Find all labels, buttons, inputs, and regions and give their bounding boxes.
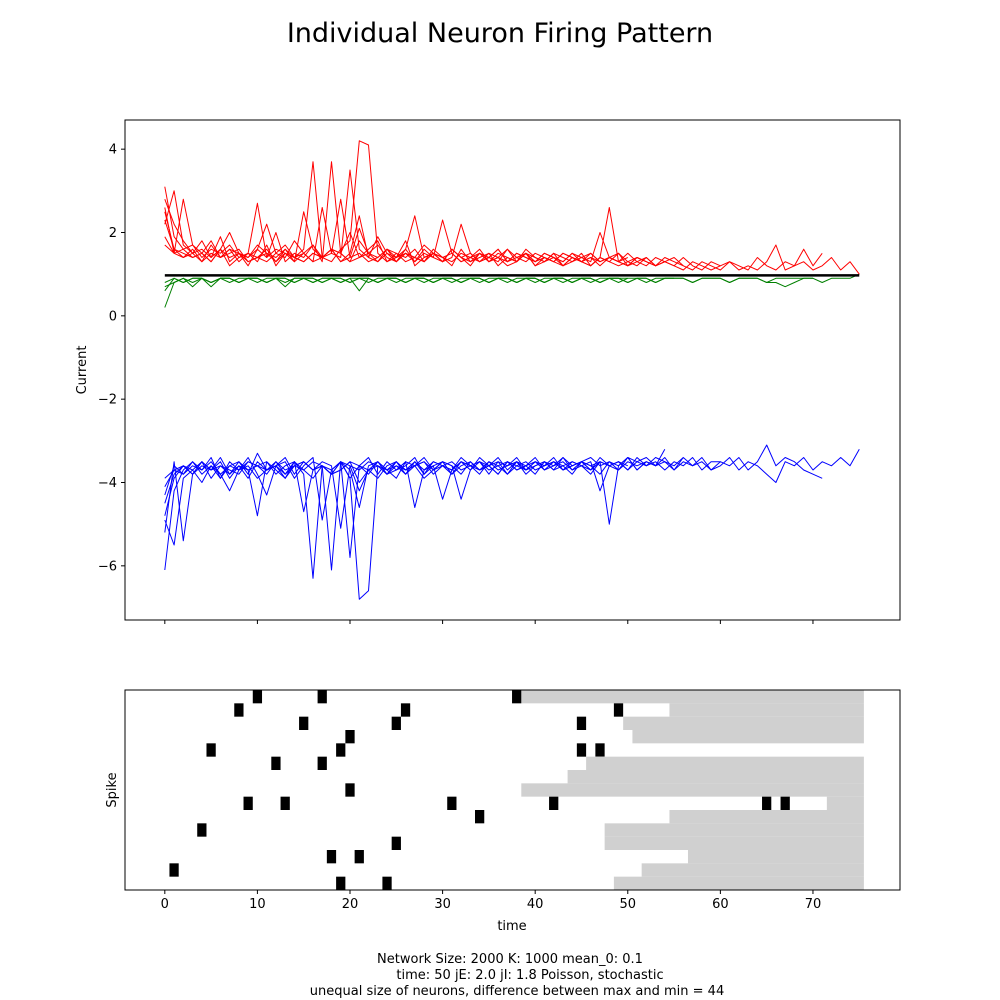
figure-title: Individual Neuron Firing Pattern <box>287 18 713 49</box>
spike-mark <box>549 796 559 810</box>
inhibitory-current-line <box>164 461 601 479</box>
spike-mark <box>576 716 587 730</box>
current-y-axis-label: Current <box>75 346 90 395</box>
spike-mark <box>391 836 401 850</box>
current-x-ticks <box>164 620 814 624</box>
spike-mark <box>345 730 355 744</box>
caption-line-3: unequal size of neurons, difference betw… <box>310 984 724 999</box>
inactive-region <box>613 876 864 890</box>
y-tick-label: 2 <box>109 226 117 241</box>
excitatory-current-line <box>164 244 601 263</box>
spike-mark <box>613 703 624 717</box>
inactive-region <box>632 730 864 744</box>
current-axes-frame <box>124 119 901 621</box>
spike-y-axis-label: Spike <box>105 772 120 807</box>
spike-axes-frame <box>124 689 901 891</box>
inactive-region <box>641 863 864 877</box>
caption-line-1: Network Size: 2000 K: 1000 mean_0: 0.1 <box>377 952 643 967</box>
spike-mark <box>762 796 772 810</box>
spike-mark <box>326 850 337 864</box>
spike-mark <box>252 690 263 704</box>
spike-mark <box>595 743 605 757</box>
spike-mark <box>243 796 253 810</box>
spike-mark <box>317 690 327 704</box>
inactive-region <box>623 716 864 730</box>
spike-mark <box>271 756 281 770</box>
x-tick-label: 40 <box>527 897 544 912</box>
inactive-region <box>669 703 864 717</box>
spike-mark <box>475 810 485 824</box>
x-tick-label: 0 <box>161 897 169 912</box>
x-tick-label: 20 <box>342 897 359 912</box>
spike-mark <box>336 876 346 890</box>
y-tick-label: 4 <box>109 143 117 158</box>
inactive-region <box>604 836 864 850</box>
spike-x-axis-label: time <box>497 919 526 934</box>
spike-mark <box>576 743 587 757</box>
inactive-region <box>669 810 864 824</box>
x-tick-label: 50 <box>620 897 637 912</box>
spike-panel: 0 10 20 30 40 50 60 70 Spike time <box>105 689 901 934</box>
caption-line-2: time: 50 jE: 2.0 jI: 1.8 Poisson, stocha… <box>396 968 663 983</box>
inactive-region <box>586 756 864 770</box>
x-tick-label: 30 <box>434 897 451 912</box>
spike-mark <box>345 783 355 797</box>
x-tick-label: 70 <box>805 897 822 912</box>
spike-x-ticks: 0 10 20 30 40 50 60 70 <box>161 890 822 912</box>
y-tick-label: −6 <box>98 559 117 574</box>
spike-mark <box>299 716 309 730</box>
inactive-region <box>521 783 864 797</box>
x-tick-label: 10 <box>249 897 266 912</box>
y-tick-label: 0 <box>109 309 117 324</box>
spike-mark <box>512 690 522 704</box>
y-tick-label: −2 <box>98 393 117 408</box>
spike-mark <box>169 863 179 877</box>
y-tick-label: −4 <box>98 476 117 491</box>
spike-mark <box>317 756 327 770</box>
inactive-region <box>567 770 864 784</box>
spike-mark <box>391 716 401 730</box>
spike-mark <box>400 703 411 717</box>
net-current-line <box>164 277 628 283</box>
inactive-region <box>521 690 864 704</box>
spike-mark <box>780 796 790 810</box>
current-y-ticks: 4 2 0 −2 −4 −6 <box>98 143 125 574</box>
spike-mark <box>336 743 346 757</box>
spike-mark <box>382 876 392 890</box>
inactive-region <box>687 850 864 864</box>
spike-raster <box>169 690 864 890</box>
spike-mark <box>234 703 244 717</box>
current-lines <box>164 140 860 600</box>
spike-mark <box>447 796 457 810</box>
current-panel: 4 2 0 −2 −4 −6 Current <box>75 119 901 624</box>
inactive-region <box>826 796 864 810</box>
inactive-region <box>604 823 864 837</box>
x-tick-label: 60 <box>712 897 729 912</box>
spike-mark <box>197 823 207 837</box>
spike-mark <box>354 850 364 864</box>
spike-mark <box>280 796 290 810</box>
spike-mark <box>206 743 216 757</box>
